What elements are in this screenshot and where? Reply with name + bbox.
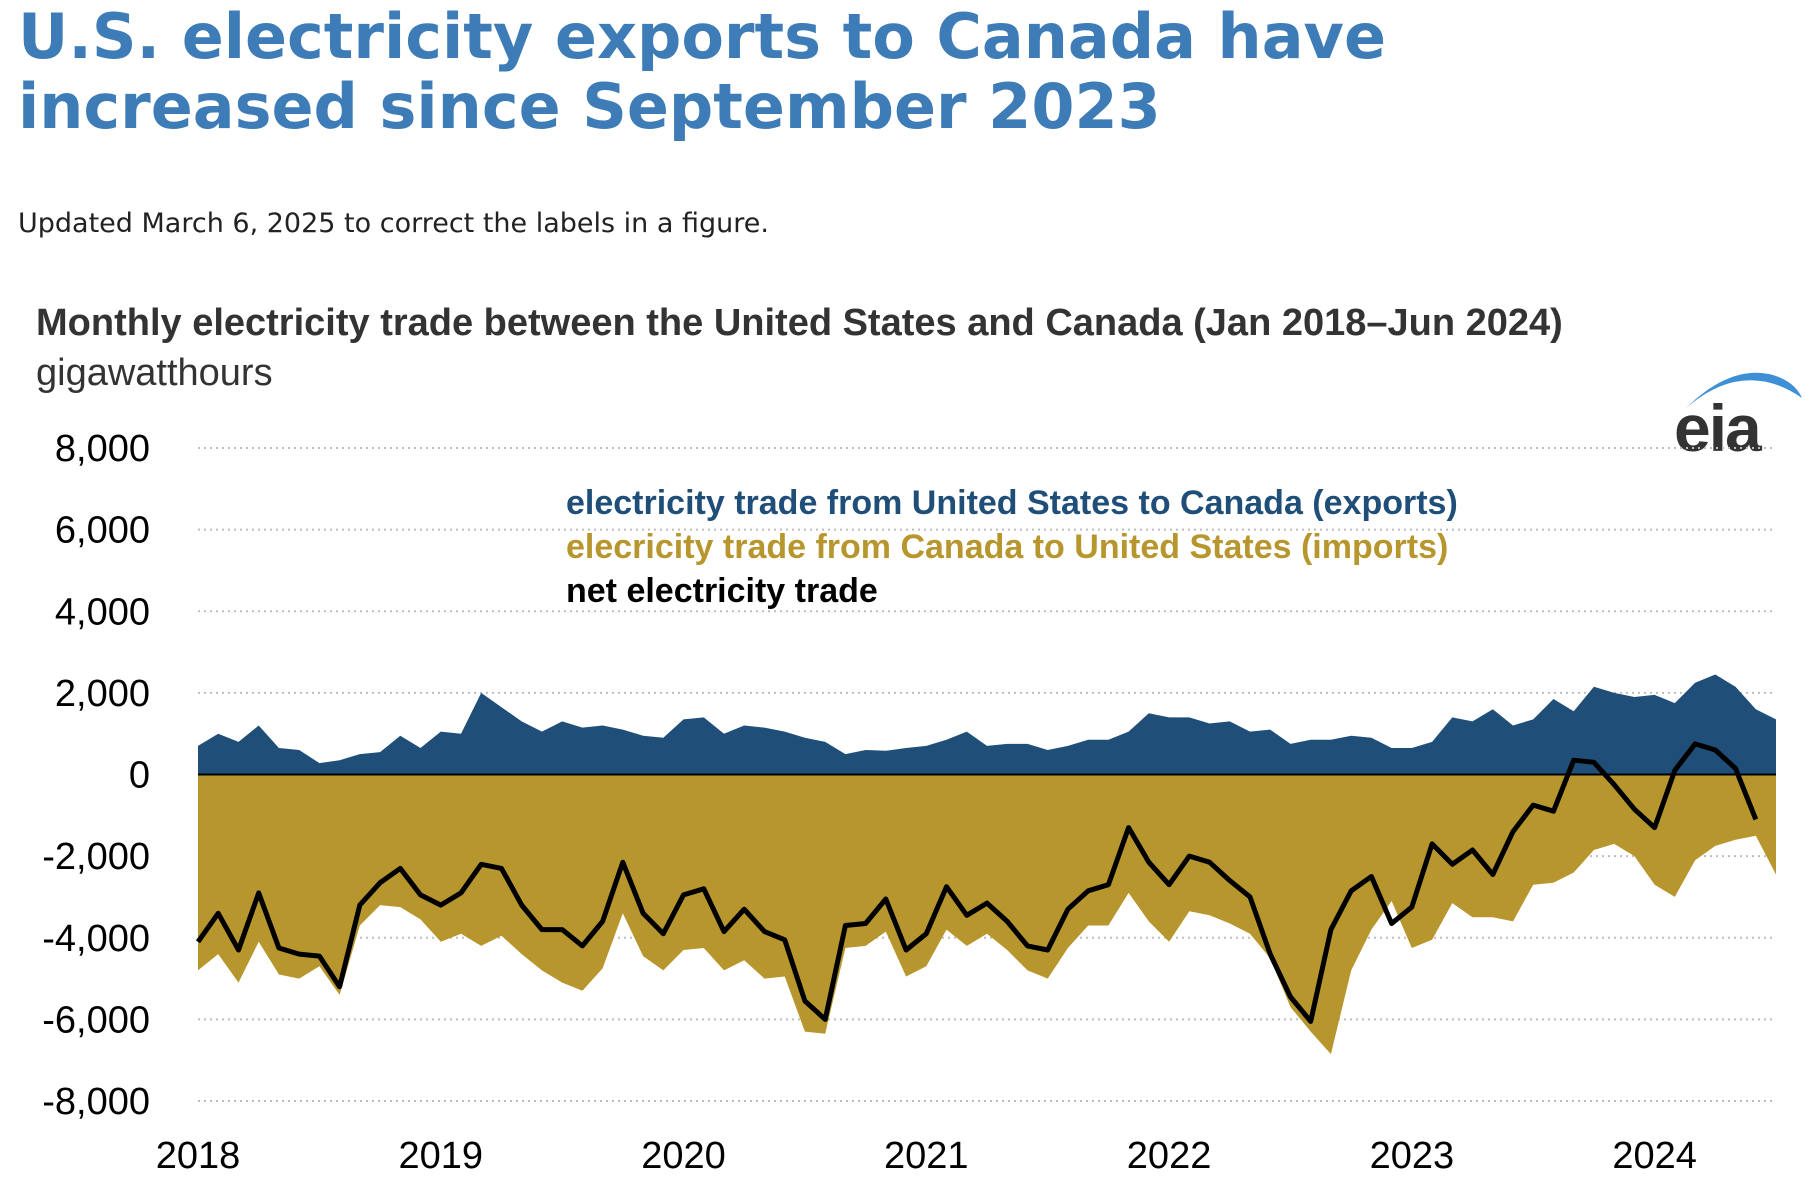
chart-title: Monthly electricity trade between the Un… — [36, 302, 1563, 344]
y-tick-label: -6,000 — [42, 999, 150, 1041]
y-tick-label: 4,000 — [55, 591, 150, 633]
legend: electricity trade from United States to … — [566, 484, 1458, 610]
eia-logo: eia — [1674, 372, 1804, 465]
y-axis-ticks: 8,000 6,000 4,000 2,000 0 -2,000 -4,000 -6,000 -… — [42, 428, 150, 1123]
exports-area — [198, 674, 1776, 775]
area-series — [198, 674, 1776, 1055]
chart-unit: gigawatthours — [36, 352, 273, 394]
y-tick-label: -2,000 — [42, 836, 150, 878]
x-tick-label: 2024 — [1612, 1135, 1697, 1177]
logo-swoosh-icon — [1686, 372, 1802, 408]
update-note: Updated March 6, 2025 to correct the lab… — [18, 208, 769, 239]
legend-entry: net electricity trade — [566, 572, 878, 610]
x-tick-label: 2021 — [884, 1135, 969, 1177]
net-trade-line — [195, 741, 1759, 1024]
x-tick-label: 2022 — [1127, 1135, 1212, 1177]
x-tick-label: 2018 — [156, 1135, 241, 1177]
y-tick-label: -8,000 — [42, 1081, 150, 1123]
imports-area — [198, 774, 1776, 1055]
y-tick-label: 2,000 — [55, 673, 150, 715]
line-series — [195, 741, 1759, 1024]
headline: U.S. electricity exports to Canada have … — [18, 0, 1386, 143]
x-axis-ticks: 2018 2019 2020 2021 2022 2023 2024 — [156, 1135, 1697, 1177]
legend-entry: elecricity trade from Canada to United S… — [566, 528, 1448, 566]
y-tick-label: -4,000 — [42, 918, 150, 960]
x-tick-label: 2019 — [398, 1135, 483, 1177]
x-tick-label: 2020 — [641, 1135, 726, 1177]
logo-text: eia — [1674, 391, 1762, 465]
y-tick-label: 0 — [129, 755, 150, 797]
y-tick-label: 6,000 — [55, 510, 150, 552]
x-tick-label: 2023 — [1370, 1135, 1455, 1177]
y-tick-label: 8,000 — [55, 428, 150, 470]
legend-entry: electricity trade from United States to … — [566, 484, 1458, 522]
